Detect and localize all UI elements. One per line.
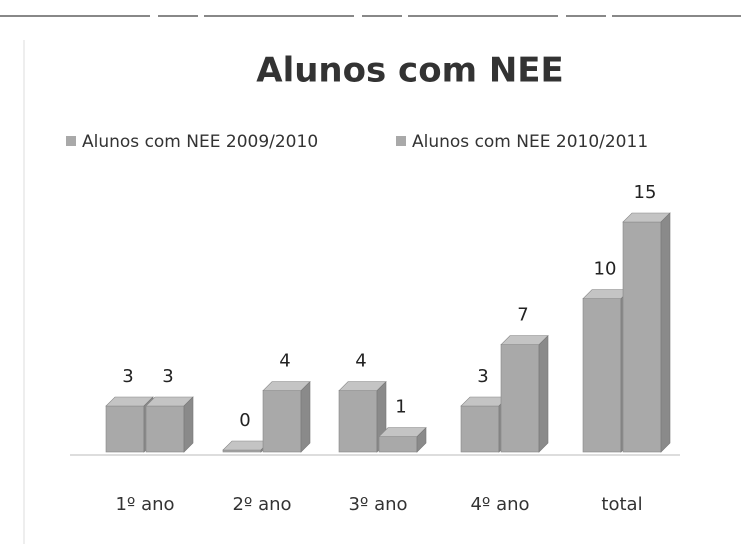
bar-front	[500, 344, 540, 453]
bar-front	[262, 390, 302, 453]
x-tick-label: 1º ano	[115, 494, 174, 515]
x-tick-label: 3º ano	[348, 494, 407, 515]
x-tick-label: 2º ano	[232, 494, 291, 515]
bar-front	[105, 405, 145, 453]
bar-side	[416, 426, 427, 453]
data-label: 15	[634, 182, 657, 203]
data-label: 3	[477, 366, 488, 387]
bar	[378, 426, 427, 453]
data-label: 3	[162, 366, 173, 387]
bar-side	[538, 334, 549, 453]
bar-front	[378, 436, 418, 453]
legend: Alunos com NEE 2009/2010 Alunos com NEE …	[66, 132, 648, 152]
bar-side	[660, 212, 671, 453]
x-tick-label: total	[601, 494, 642, 515]
data-label: 4	[355, 351, 366, 372]
chart-title: Alunos com NEE	[256, 51, 564, 91]
data-label: 10	[594, 259, 617, 280]
bar-side	[300, 380, 311, 453]
bar-front	[622, 221, 662, 453]
bar-front	[582, 298, 622, 453]
bar	[622, 212, 671, 453]
bar	[145, 396, 194, 453]
data-label: 0	[239, 410, 250, 431]
x-tick-label: 4º ano	[470, 494, 529, 515]
bar-front	[145, 405, 185, 453]
data-label: 4	[279, 351, 290, 372]
bar-front	[338, 390, 378, 453]
data-label: 7	[517, 305, 528, 326]
data-label: 1	[395, 397, 406, 418]
data-label: 3	[122, 366, 133, 387]
legend-swatch	[396, 136, 406, 146]
legend-swatch	[66, 136, 76, 146]
bar	[500, 334, 549, 453]
bar-front	[460, 405, 500, 453]
bar-side	[183, 396, 194, 453]
bar	[338, 380, 387, 453]
legend-label: Alunos com NEE 2010/2011	[412, 132, 648, 152]
legend-label: Alunos com NEE 2009/2010	[82, 132, 318, 152]
bar	[262, 380, 311, 453]
